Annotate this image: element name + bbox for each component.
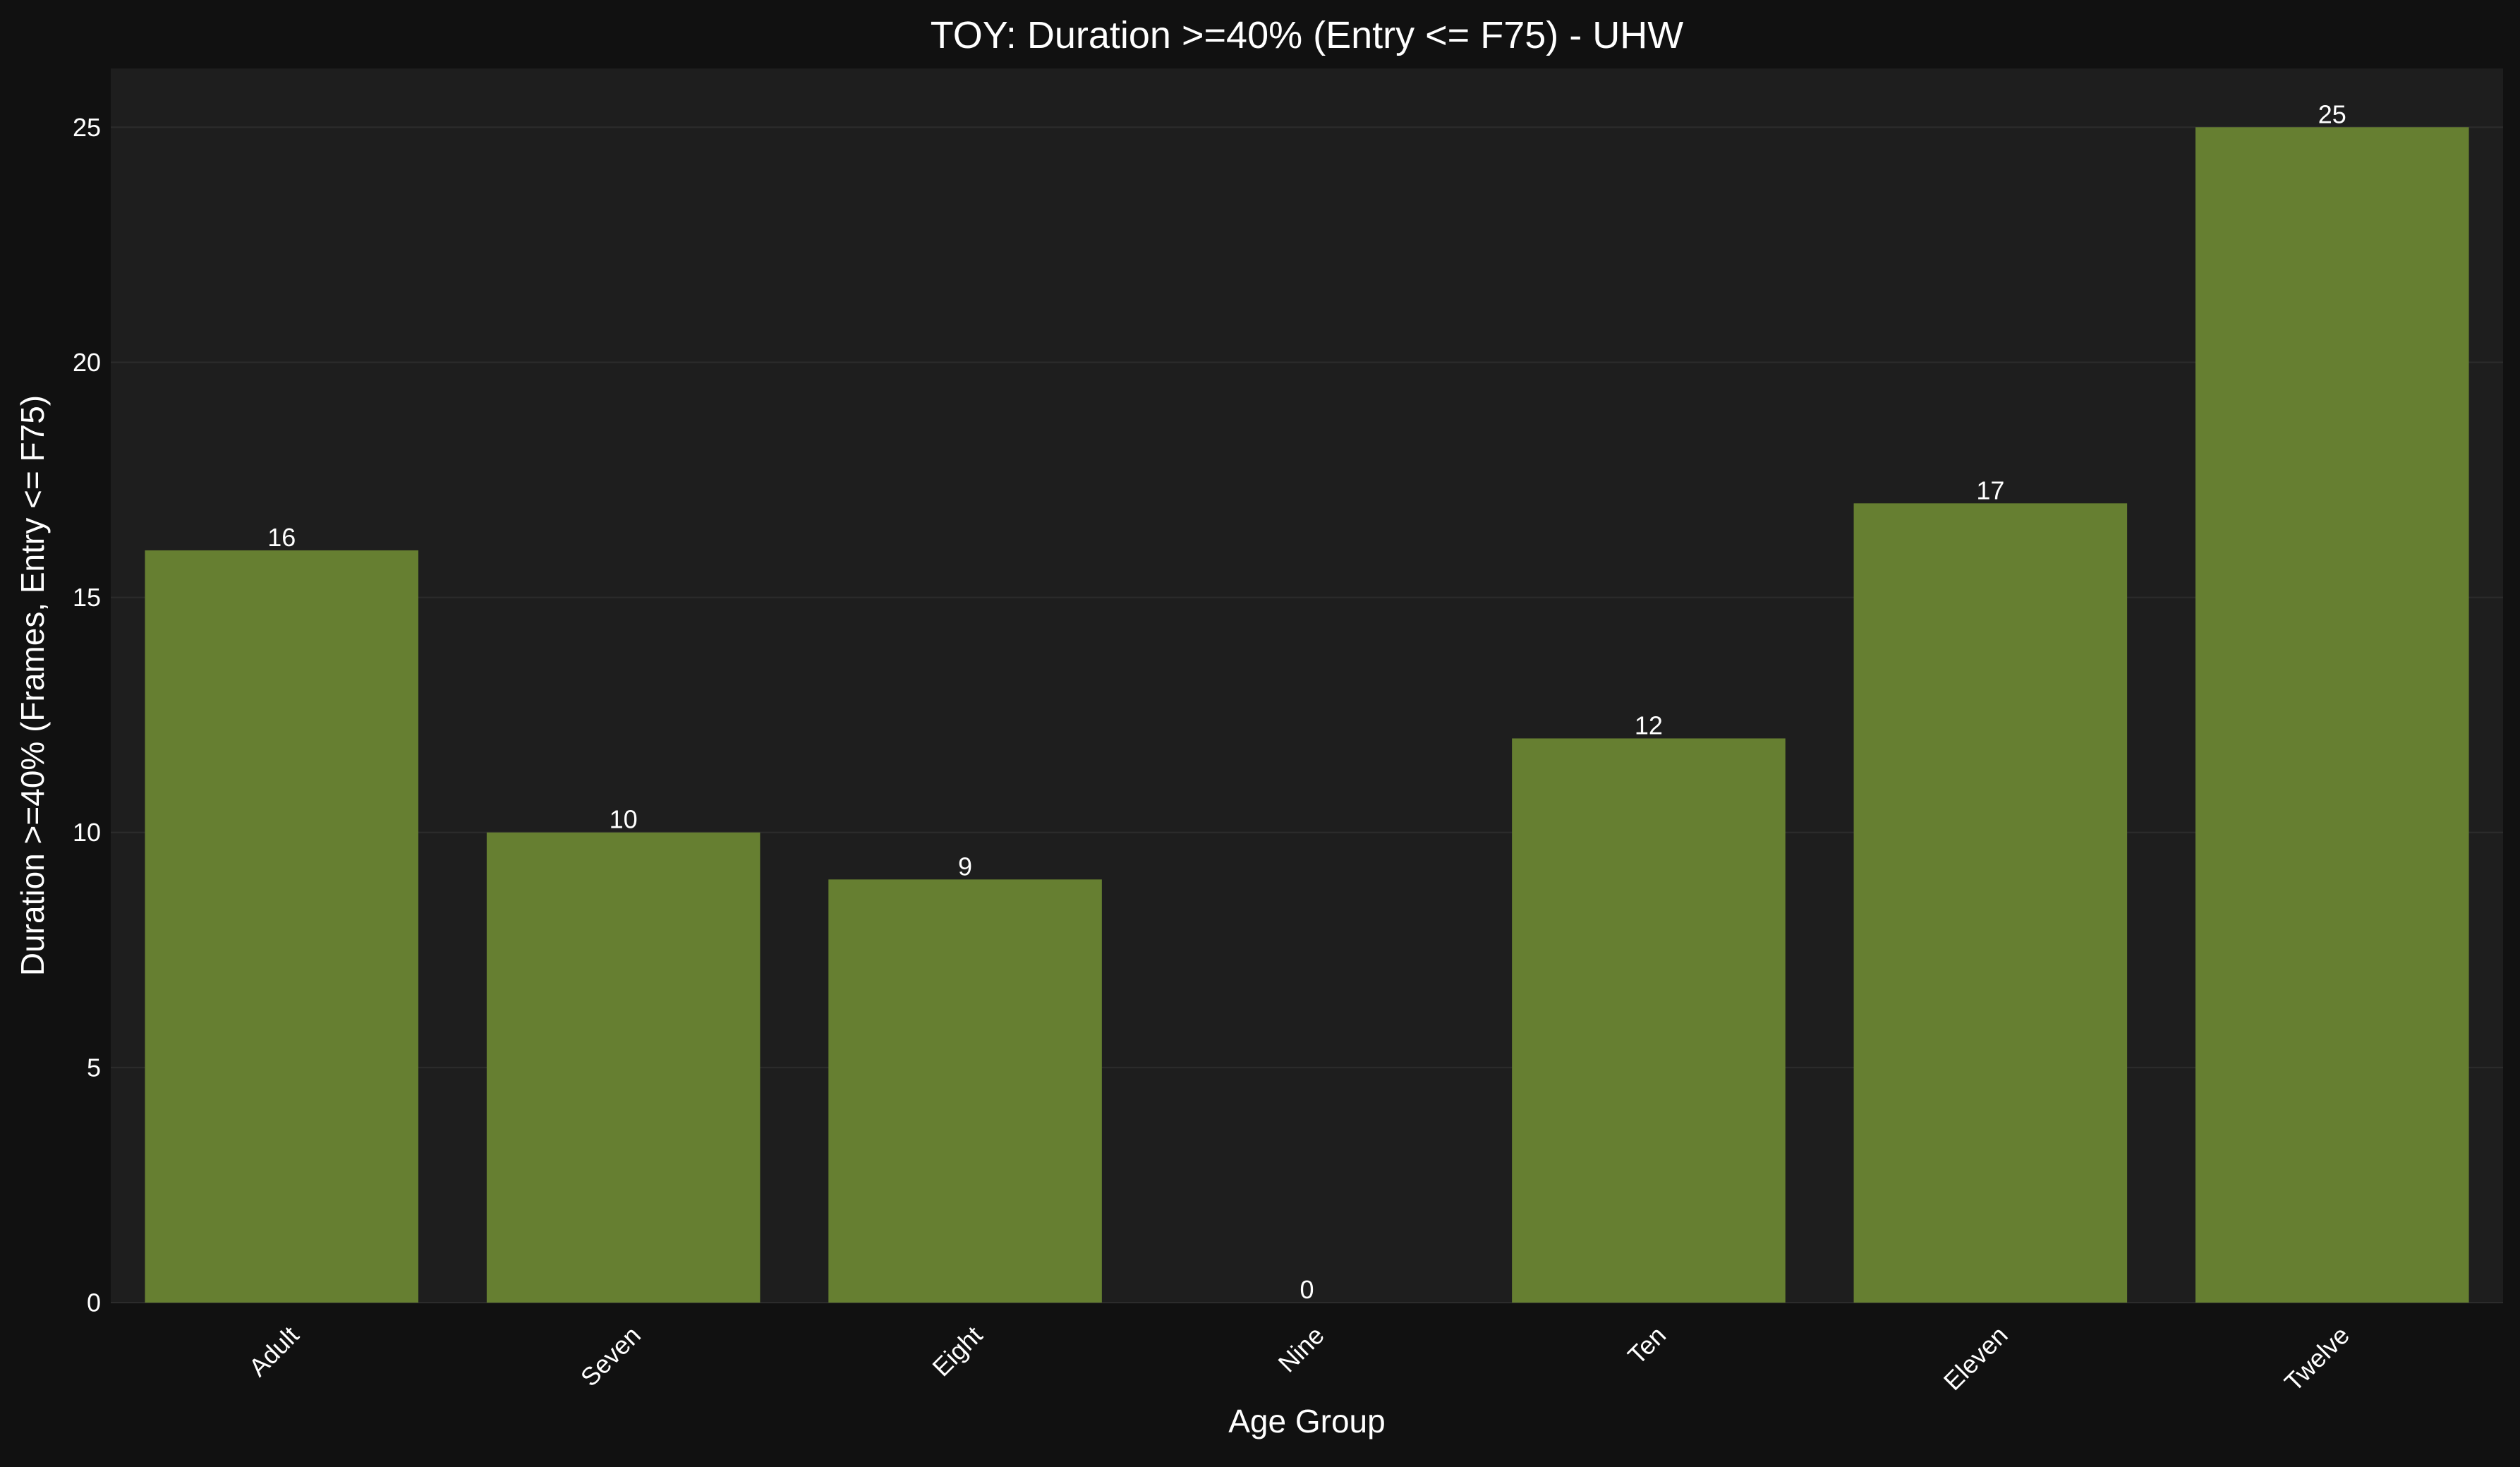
bar-seven: [486, 832, 761, 1303]
bar-eight: [828, 879, 1102, 1303]
y-tick-label: 5: [87, 1053, 101, 1082]
data-label: 9: [958, 852, 972, 881]
y-tick-label: 0: [87, 1288, 101, 1317]
y-tick-label: 15: [73, 583, 101, 612]
bars: [145, 127, 2469, 1303]
x-axis-label: Age Group: [1228, 1403, 1385, 1439]
y-tick-label: 10: [73, 818, 101, 847]
data-label: 0: [1300, 1275, 1314, 1304]
data-label: 16: [267, 523, 296, 552]
chart-title: TOY: Duration >=40% (Entry <= F75) - UHW: [931, 14, 1683, 56]
bar-eleven: [1853, 503, 2128, 1303]
y-tick-label: 25: [73, 113, 101, 142]
bar-ten: [1512, 738, 1786, 1303]
data-label: 10: [610, 805, 638, 834]
data-label: 12: [1635, 711, 1663, 739]
y-tick-label: 20: [73, 348, 101, 377]
data-labels: 16 10 9 0 12 17 25: [267, 99, 2346, 1304]
plot-area: [111, 68, 2503, 1303]
data-label: 17: [1976, 476, 2004, 505]
bar-twelve: [2195, 127, 2469, 1303]
bar-adult: [145, 550, 418, 1303]
data-label: 25: [2318, 99, 2346, 128]
y-axis: 0 5 10 15 20 25: [73, 113, 101, 1317]
y-axis-label: Duration >=40% (Frames, Entry <= F75): [14, 395, 51, 976]
